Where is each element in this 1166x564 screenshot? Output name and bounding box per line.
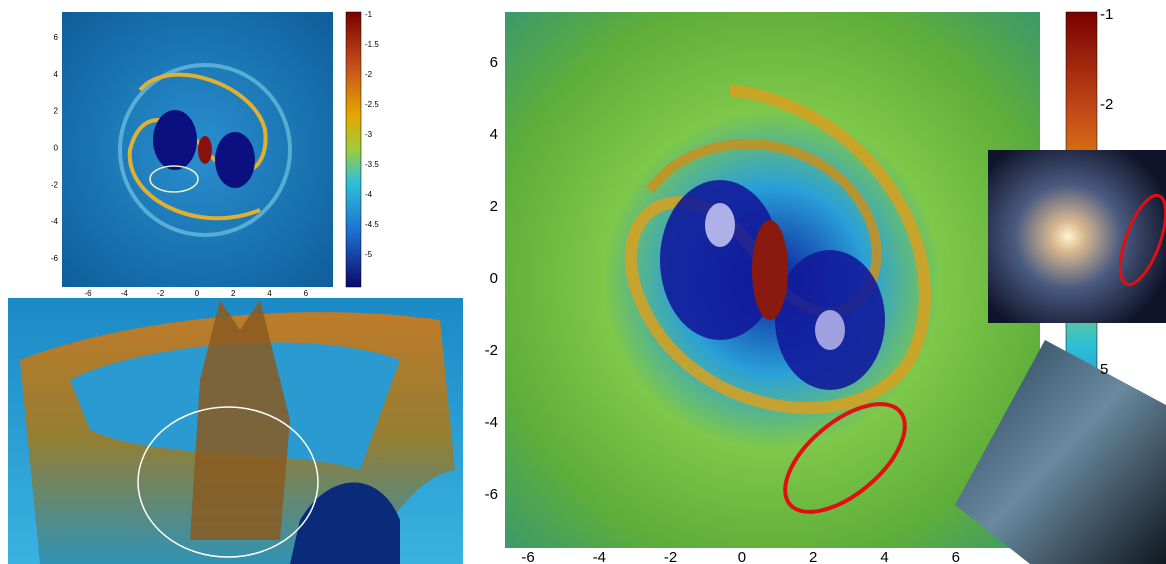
colorbar-tick-label: -2.5 (365, 100, 379, 109)
xtick-label: 2 (809, 549, 817, 564)
colorbar-tick-label: -3 (365, 130, 373, 139)
figure: 6 4 2 0 -2 -4 -6 -6 -4 -2 0 2 4 6 -1 -1.5 -2 -2.5 -3 -3.5 -4… (0, 0, 1166, 564)
xtick-label: 4 (880, 549, 888, 564)
ytick-label: -2 (51, 180, 59, 189)
surface (20, 300, 455, 564)
ytick-label: -6 (485, 486, 498, 503)
colorbar-tick-label: -4 (365, 190, 373, 199)
field-image (62, 12, 333, 287)
xtick-label: 2 (231, 289, 236, 298)
ytick-label: 2 (490, 198, 498, 215)
xtick-label: 0 (738, 549, 746, 564)
colorbar-tick-label: -2 (1100, 96, 1113, 113)
xtick-label: 0 (195, 289, 200, 298)
galaxy-photo (988, 150, 1166, 323)
ytick-label: 6 (54, 33, 59, 42)
colorbar-tick-label: -1.5 (365, 40, 379, 49)
colorbar-tick-label: -1 (365, 10, 373, 19)
ytick-label: -4 (485, 414, 498, 431)
ytick-label: 4 (490, 126, 498, 143)
xtick-label: 6 (304, 289, 309, 298)
ytick-label: 2 (54, 107, 59, 116)
ytick-label: -4 (51, 217, 59, 226)
ytick-label: -6 (51, 254, 59, 263)
colorbar-tick-label: -5 (365, 250, 373, 259)
xtick-label: -4 (593, 549, 606, 564)
colorbar-tick-label: -1 (1100, 6, 1113, 23)
ytick-label: 4 (54, 70, 59, 79)
colorbar-tick-label: 5 (1100, 361, 1108, 378)
xtick-label: 6 (952, 549, 960, 564)
xtick-label: -2 (664, 549, 677, 564)
colorbar-tick-label: -2 (365, 70, 373, 79)
ytick-label: 6 (490, 54, 498, 71)
xtick-label: -2 (157, 289, 165, 298)
xtick-label: -4 (121, 289, 129, 298)
xtick-label: -6 (521, 549, 534, 564)
xtick-label: 4 (267, 289, 272, 298)
ytick-label: 0 (490, 270, 498, 287)
colorbar-tick-label: -3.5 (365, 160, 379, 169)
xtick-label: -6 (84, 289, 92, 298)
colorbar-tick-label: -4.5 (365, 220, 379, 229)
ytick-label: -2 (485, 342, 498, 359)
ytick-label: 0 (54, 144, 59, 153)
colorbar (346, 12, 361, 287)
